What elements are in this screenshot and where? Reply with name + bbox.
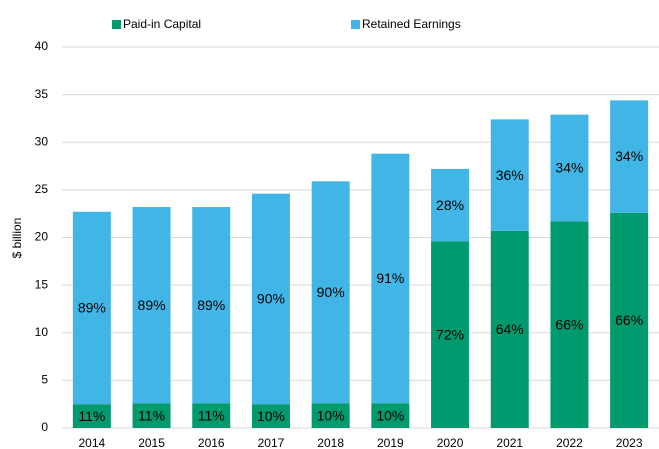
x-tick-label: 2014: [78, 436, 105, 449]
percent-label: 89%: [138, 297, 166, 313]
bar-segment: [550, 114, 589, 222]
legend-swatch: [112, 20, 121, 29]
percent-label: 89%: [78, 300, 106, 316]
bar-segment: [311, 181, 350, 404]
bar-segment: [192, 403, 231, 428]
x-tick-label: 2019: [377, 436, 404, 449]
x-tick-label: 2017: [258, 436, 285, 449]
percent-label: 34%: [555, 160, 583, 176]
bar-segment: [192, 207, 231, 404]
bar-segment: [132, 207, 171, 404]
y-tick-label: 20: [35, 230, 49, 244]
legend-label: Paid-in Capital: [123, 17, 201, 31]
percent-label: 66%: [615, 312, 643, 328]
y-tick-label: 40: [35, 39, 49, 53]
bar-segment: [251, 193, 290, 405]
bar-segment: [550, 221, 589, 428]
percent-label: 72%: [436, 326, 464, 342]
percent-label: 90%: [257, 291, 285, 307]
bar-segment: [371, 153, 410, 404]
percent-label: 11%: [198, 407, 225, 423]
y-tick-label: 15: [35, 277, 49, 291]
percent-label: 36%: [496, 167, 524, 183]
percent-label: 89%: [197, 297, 225, 313]
y-tick-label: 10: [35, 325, 49, 339]
x-tick-label: 2018: [317, 436, 344, 449]
bar-segment: [132, 403, 171, 428]
percent-label: 10%: [317, 407, 345, 423]
bar-segment: [431, 168, 470, 242]
bar-segment: [311, 403, 350, 428]
y-tick-label: 25: [35, 182, 49, 196]
y-tick-label: 0: [41, 420, 48, 434]
x-tick-label: 2020: [437, 436, 464, 449]
legend-swatch: [351, 20, 360, 29]
y-tick-label: 30: [35, 134, 49, 148]
bar-segment: [72, 211, 111, 405]
x-tick-label: 2022: [556, 436, 583, 449]
percent-label: 10%: [376, 407, 404, 423]
percent-label: 91%: [376, 270, 404, 286]
bar-segment: [490, 230, 529, 428]
percent-label: 64%: [496, 321, 524, 337]
x-tick-label: 2016: [198, 436, 225, 449]
x-tick-label: 2015: [138, 436, 165, 449]
bar-segment: [371, 403, 410, 428]
percent-label: 66%: [555, 316, 583, 332]
x-tick-label: 2023: [616, 436, 643, 449]
y-axis-label: $ billion: [10, 218, 24, 259]
bar-segment: [431, 241, 470, 428]
y-tick-label: 35: [35, 87, 49, 101]
percent-label: 34%: [615, 148, 643, 164]
bar-segment: [610, 212, 649, 428]
legend-label: Retained Earnings: [362, 17, 461, 31]
percent-label: 10%: [257, 408, 285, 424]
percent-label: 11%: [138, 407, 165, 423]
x-tick-label: 2021: [496, 436, 523, 449]
bar-segment: [251, 404, 290, 428]
bar-segment: [610, 100, 649, 213]
percent-label: 90%: [317, 284, 345, 300]
y-tick-label: 5: [41, 373, 48, 387]
bar-segment: [490, 119, 529, 231]
percent-label: 28%: [436, 197, 464, 213]
percent-label: 11%: [78, 408, 105, 424]
bar-segment: [72, 404, 111, 428]
